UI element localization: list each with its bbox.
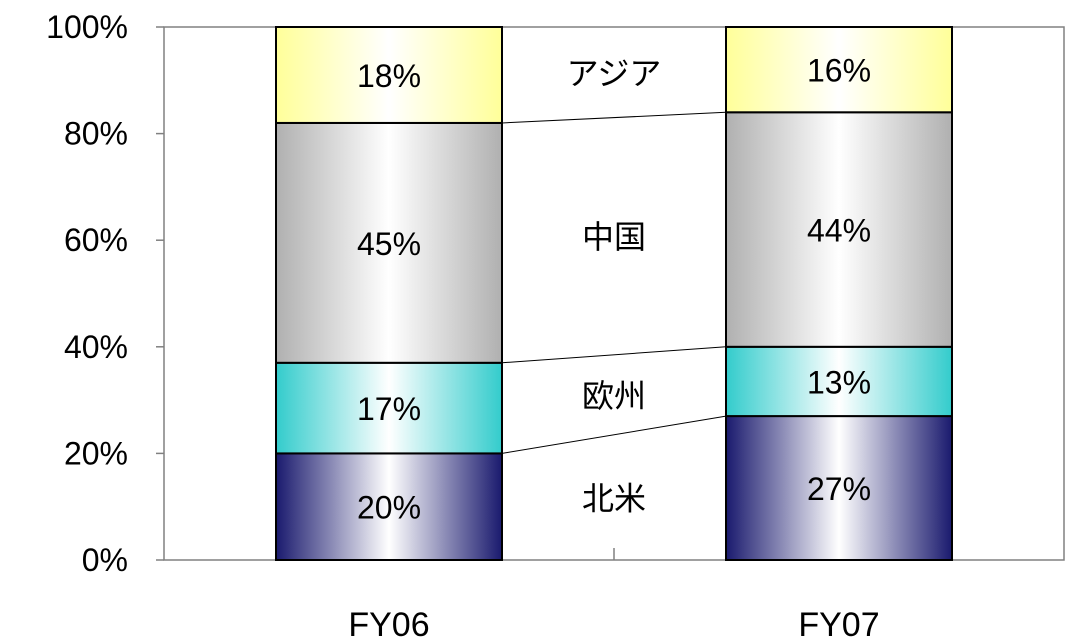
series-connector-line [501, 346, 727, 364]
bars [275, 26, 953, 561]
y-tick-label: 80% [64, 116, 128, 152]
y-tick-label: 0% [82, 542, 128, 578]
data-label: 17% [357, 391, 421, 427]
bar-segment-fy07-0 [725, 415, 953, 561]
data-labels: 20% 17% 45% 18% 27% 13% 44% 16% [357, 53, 871, 526]
series-label: アジア [567, 54, 662, 92]
data-label: 44% [807, 213, 871, 249]
series-connector-lines [501, 111, 727, 454]
y-tick-label: 40% [64, 329, 128, 365]
y-tick-label: 20% [64, 435, 128, 471]
x-category-label: FY06 [348, 606, 429, 644]
data-label: 27% [807, 471, 871, 507]
bar-segment-fy06-3 [275, 26, 503, 124]
bar-segment-fy06-1 [275, 361, 503, 455]
bar-segment-fy06-2 [275, 121, 503, 364]
series-label: 北米 [582, 479, 646, 517]
series-label: 中国 [582, 218, 646, 256]
bar-segment-fy07-3 [725, 26, 953, 114]
bar-segment-fy07-2 [725, 111, 953, 348]
data-label: 20% [357, 490, 421, 526]
x-category-label: FY07 [798, 606, 879, 644]
data-label: 16% [807, 53, 871, 89]
series-connector-line [501, 111, 727, 124]
bar-segment-fy06-0 [275, 452, 503, 561]
data-label: 45% [357, 226, 421, 262]
series-label: 欧州 [582, 377, 646, 415]
y-axis: 0% 20% 40% 60% 80% 100% [46, 9, 164, 578]
x-axis: FY06 FY07 [348, 548, 880, 644]
series-connector-line [501, 415, 727, 454]
data-label: 18% [357, 58, 421, 94]
data-label: 13% [807, 364, 871, 400]
y-tick-label: 100% [46, 9, 128, 45]
y-tick-label: 60% [64, 222, 128, 258]
